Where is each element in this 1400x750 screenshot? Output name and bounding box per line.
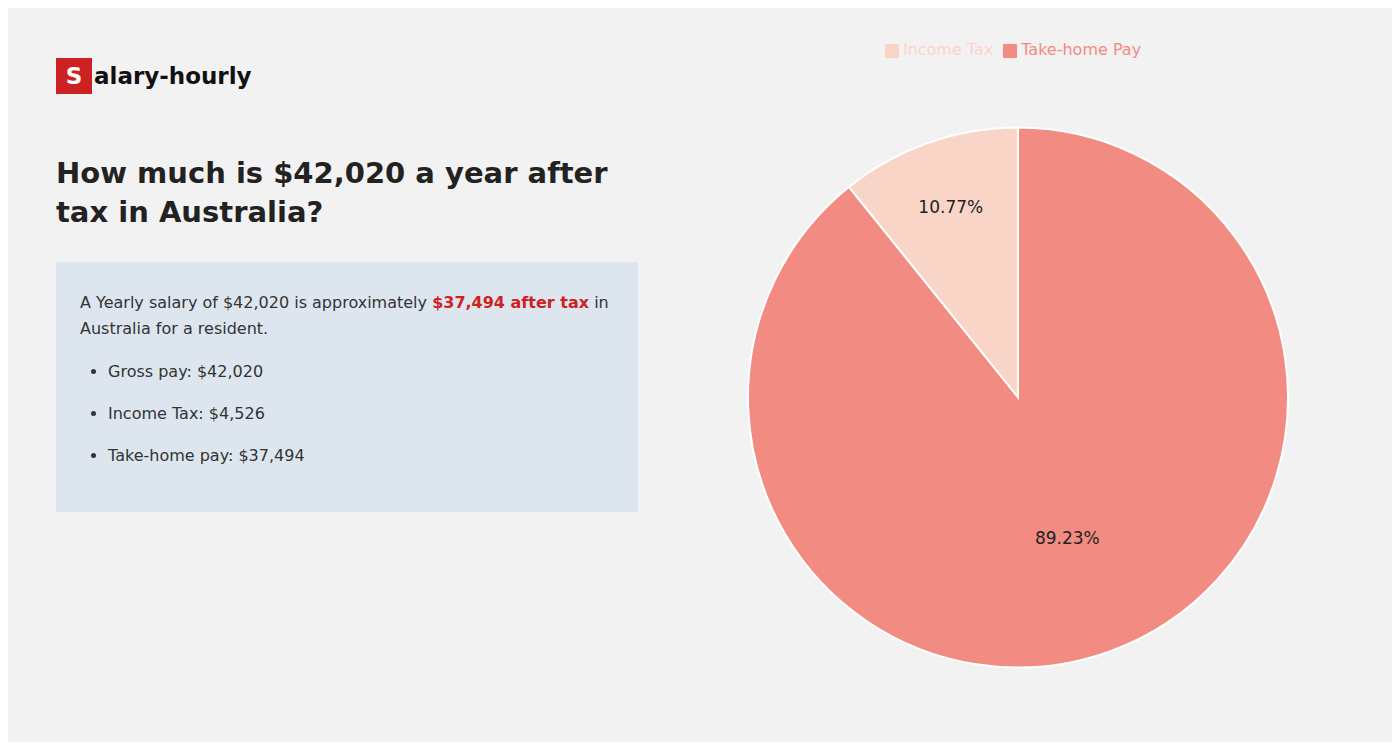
html-text:alary-hourly: alary-hourly xyxy=(94,63,252,89)
html-text:Australia for a resident.: Australia for a resident. xyxy=(80,318,269,338)
html-text:S: S xyxy=(65,63,83,89)
html-text:Gross pay: $42,020: Gross pay: $42,020 xyxy=(108,362,264,382)
svg-text:10.77%: 10.77% xyxy=(918,197,983,217)
html-text:A Yearly salary of $42,020 is: A Yearly salary of $42,020 is approximat… xyxy=(80,293,609,313)
html-text:How much is $42,020 a year aft: How much is $42,020 a year after tax in … xyxy=(56,156,608,230)
html-text:Income Tax: $4,526: Income Tax: $4,526 xyxy=(108,404,265,424)
html-text:Income Tax: Income Tax xyxy=(902,40,994,59)
html-text:Take-home pay: $37,494: Take-home pay: $37,494 xyxy=(108,445,305,465)
svg-text:89.23%: 89.23% xyxy=(1035,528,1100,548)
html-text:Take-home Pay: Take-home Pay xyxy=(1021,40,1142,59)
